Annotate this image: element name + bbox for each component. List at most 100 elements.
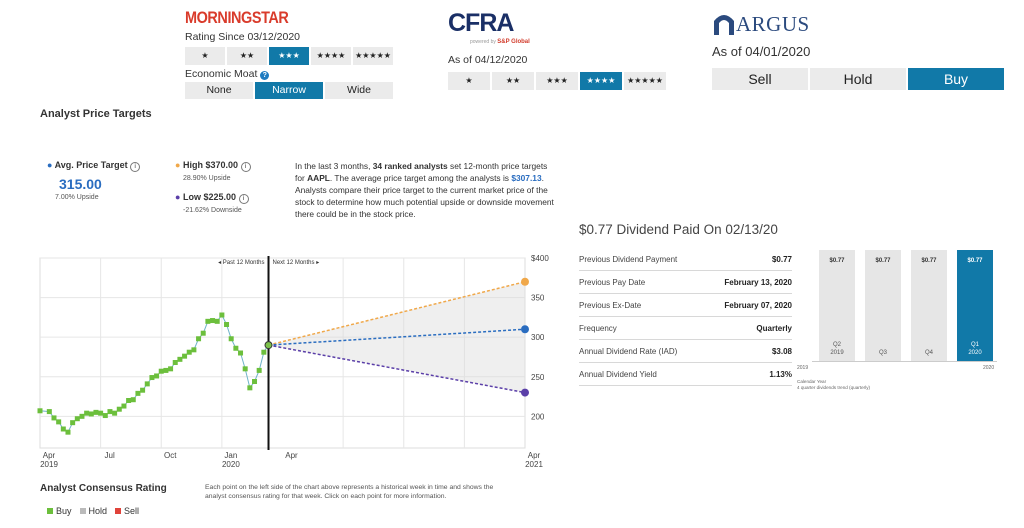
consensus-point (242, 366, 248, 372)
consensus-point (238, 350, 244, 356)
dividend-bar[interactable]: $0.77 Q3 (865, 250, 901, 361)
consensus-point (116, 406, 122, 412)
y-tick-label: 300 (531, 333, 545, 342)
consensus-point (102, 413, 108, 419)
dividend-bar-amount: $0.77 (967, 258, 983, 264)
x-tick-year-label: 2019 (40, 460, 58, 469)
consensus-point (219, 312, 225, 318)
argus-rating-selector: Sell Hold Buy (712, 68, 1006, 90)
argus-option-3[interactable]: Buy (908, 68, 1006, 90)
consensus-point (186, 349, 192, 355)
consensus-point (84, 410, 90, 416)
high-dot: ● (175, 160, 181, 170)
cfra-star-rating: ★ ★★ ★★★ ★★★★ ★★★★★ (448, 72, 668, 90)
low-target-marker (521, 388, 529, 397)
morningstar-star-option-1[interactable]: ★ (185, 47, 227, 65)
morningstar-star-option-5[interactable]: ★★★★★ (353, 47, 395, 65)
argus-option-2[interactable]: Hold (810, 68, 908, 90)
consensus-point (98, 410, 104, 416)
morningstar-star-option-4[interactable]: ★★★★ (311, 47, 353, 65)
y-tick-label: 250 (531, 373, 545, 382)
cfra-star-option-2[interactable]: ★★ (492, 72, 536, 90)
cfra-star-option-1[interactable]: ★ (448, 72, 492, 90)
consensus-point (172, 360, 178, 365)
dividend-bar[interactable]: $0.77 Q2 2019 (819, 250, 855, 361)
dividend-row-value: February 07, 2020 (724, 300, 792, 310)
info-icon[interactable]: i (240, 162, 251, 172)
cfra-logo: CFRA (448, 9, 514, 37)
dividend-bar-quarter: Q3 (878, 350, 887, 356)
consensus-point (144, 381, 150, 387)
low-price-target: ● Low $225.00 i -21.62% Downside (175, 192, 249, 214)
cfra-sub-logo: powered by S&P Global (470, 39, 530, 45)
info-icon[interactable]: i (130, 162, 141, 172)
consensus-point (182, 353, 188, 359)
dividend-bar[interactable]: $0.77 Q1 2020 (957, 250, 993, 361)
consensus-point (56, 419, 62, 425)
legend-swatch (47, 508, 53, 514)
legend-label: Hold (88, 506, 108, 516)
consensus-point (121, 403, 127, 409)
dividend-row-label: Annual Dividend Rate (IAD) (579, 346, 678, 356)
avg-value: 315.00 (59, 176, 102, 192)
consensus-point (130, 397, 136, 403)
high-price-target: ● High $370.00 i 28.90% Upside (175, 160, 251, 182)
dividend-bar-amount: $0.77 (875, 258, 891, 264)
price-targets-heading: Analyst Price Targets (40, 108, 152, 120)
consensus-point (200, 330, 206, 336)
moat-option-2[interactable]: Narrow (255, 82, 325, 99)
dividend-row-label: Previous Pay Date (579, 277, 646, 287)
high-upside: 28.90% Upside (183, 175, 231, 182)
consensus-point (154, 373, 160, 379)
projection-cone (268, 281, 525, 393)
dividend-row-label: Annual Dividend Yield (579, 369, 657, 379)
dividend-bar-amount: $0.77 (921, 258, 937, 264)
past-12-months-label: ◂ Past 12 Months (218, 260, 264, 266)
consensus-heading: Analyst Consensus Rating (40, 483, 167, 494)
dividend-row-label: Previous Dividend Payment (579, 254, 678, 264)
consensus-point (214, 318, 220, 324)
consensus-point (51, 415, 57, 421)
moat-option-1[interactable]: None (185, 82, 255, 99)
legend-swatch (79, 508, 86, 514)
consensus-point (88, 411, 94, 417)
morningstar-rating-label: Rating Since 03/12/2020 (185, 31, 301, 43)
current-price-marker (264, 341, 273, 350)
avg-target-link[interactable]: $307.13 (511, 173, 542, 183)
cfra-star-option-5[interactable]: ★★★★★ (624, 72, 668, 90)
consensus-description: Each point on the left side of the chart… (205, 484, 494, 500)
morningstar-star-option-2[interactable]: ★★ (227, 47, 269, 65)
economic-moat-selector: None Narrow Wide (185, 82, 395, 99)
legend-swatch (115, 508, 122, 514)
dividend-bar-quarter: Q1 2020 (968, 342, 982, 356)
high-projection-line (268, 281, 526, 346)
x-tick-label: Apr (285, 451, 298, 460)
next-12-months-label: Next 12 Months ▸ (273, 260, 320, 266)
dividend-axis-right: 2020 (983, 365, 995, 371)
info-icon[interactable]: i (238, 194, 249, 204)
moat-label-text: Economic Moat (185, 68, 258, 80)
consensus-point (46, 409, 52, 415)
legend-item-sell: Sell (115, 506, 139, 516)
consensus-point (210, 318, 216, 324)
argus-option-1[interactable]: Sell (712, 68, 810, 90)
x-tick-year-label: 2021 (525, 460, 543, 469)
cfra-star-option-3[interactable]: ★★★ (536, 72, 580, 90)
consensus-point (65, 429, 71, 435)
moat-option-3[interactable]: Wide (325, 82, 395, 99)
consensus-point (256, 367, 262, 373)
cfra-star-option-4[interactable]: ★★★★ (580, 72, 624, 90)
y-tick-label: 350 (531, 294, 545, 303)
morningstar-star-option-3[interactable]: ★★★ (269, 47, 311, 65)
dividend-bar[interactable]: $0.77 Q4 (911, 250, 947, 361)
consensus-point (191, 347, 197, 353)
dividend-table: Previous Dividend Payment $0.77 Previous P… (579, 248, 792, 386)
info-icon[interactable]: ? (260, 71, 270, 80)
dividend-row-value: Quarterly (756, 323, 792, 333)
avg-projection-line (268, 328, 526, 346)
consensus-point (163, 367, 169, 373)
dividend-row-value: $3.08 (771, 346, 792, 356)
dividend-row-value: 1.13% (769, 369, 792, 379)
argus-column-icon (714, 15, 734, 35)
